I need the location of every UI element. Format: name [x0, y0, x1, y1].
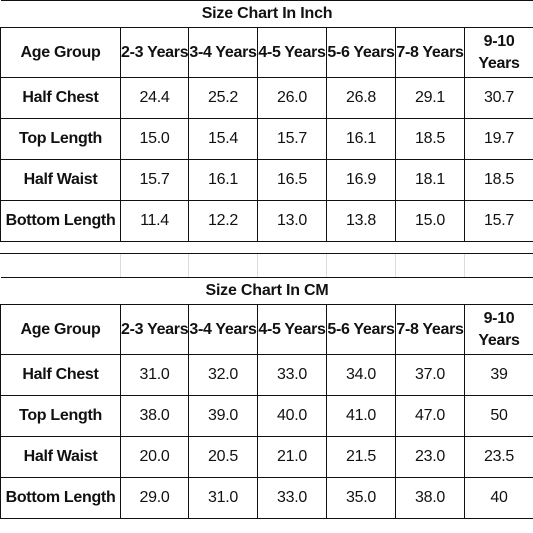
- header-age-group: Age Group: [0, 27, 121, 78]
- size-value-cell: 20.5: [188, 436, 258, 478]
- size-value-cell: 33.0: [257, 477, 327, 519]
- table-title: Size Chart In Inch: [0, 0, 533, 28]
- size-value-cell: 35.0: [326, 477, 396, 519]
- table-separator: [0, 253, 533, 278]
- table-row: Half Waist 15.7 16.1 16.5 16.9 18.1 18.5: [0, 159, 533, 201]
- table-row: Half Chest 31.0 32.0 33.0 34.0 37.0 39: [0, 354, 533, 396]
- column-header: 5-6 Years: [326, 27, 396, 78]
- size-value-cell: 20.0: [120, 436, 189, 478]
- row-label: Bottom Length: [0, 477, 121, 519]
- size-value-cell: 29.0: [120, 477, 189, 519]
- table-title: Size Chart In CM: [0, 277, 533, 305]
- size-value-cell: 29.1: [395, 77, 465, 119]
- size-value-cell: 33.0: [257, 354, 327, 396]
- size-value-cell: 15.0: [395, 200, 465, 242]
- column-header: 3-4 Years: [188, 27, 258, 78]
- size-value-cell: 47.0: [395, 395, 465, 437]
- table-row: Half Chest 24.4 25.2 26.0 26.8 29.1 30.7: [0, 77, 533, 119]
- title-row: Size Chart In CM: [0, 277, 533, 305]
- column-header: 4-5 Years: [257, 304, 327, 355]
- size-value-cell: 41.0: [326, 395, 396, 437]
- size-value-cell: 37.0: [395, 354, 465, 396]
- row-label: Top Length: [0, 395, 121, 437]
- size-value-cell: 31.0: [188, 477, 258, 519]
- size-value-cell: 13.0: [257, 200, 327, 242]
- size-value-cell: 15.0: [120, 118, 189, 160]
- size-value-cell: 26.8: [326, 77, 396, 119]
- column-header: 5-6 Years: [326, 304, 396, 355]
- size-value-cell: 21.0: [257, 436, 327, 478]
- size-value-cell: 30.7: [463, 77, 533, 119]
- size-value-cell: 18.1: [395, 159, 465, 201]
- size-value-cell: 16.9: [326, 159, 396, 201]
- size-value-cell: 15.4: [188, 118, 258, 160]
- column-header: 3-4 Years: [188, 304, 258, 355]
- size-value-cell: 16.5: [257, 159, 327, 201]
- size-value-cell: 39.0: [188, 395, 258, 437]
- column-header: 7-8 Years: [395, 27, 465, 78]
- size-value-cell: 24.4: [120, 77, 189, 119]
- size-value-cell: 18.5: [395, 118, 465, 160]
- table-row: Top Length 15.0 15.4 15.7 16.1 18.5 19.7: [0, 118, 533, 160]
- size-value-cell: 34.0: [326, 354, 396, 396]
- size-value-cell: 15.7: [120, 159, 189, 201]
- size-value-cell: 12.2: [188, 200, 258, 242]
- size-value-cell: 31.0: [120, 354, 189, 396]
- table-row: Bottom Length 11.4 12.2 13.0 13.8 15.0 15.7: [0, 200, 533, 242]
- title-row: Size Chart In Inch: [0, 0, 533, 28]
- column-header: 2-3 Years: [120, 304, 189, 355]
- size-chart-cm-table: Size Chart In CM Age Group 2-3 Years 3-4 Ye…: [0, 277, 533, 519]
- column-header: 9-10 Years: [463, 27, 533, 78]
- size-value-cell: 18.5: [463, 159, 533, 201]
- header-row: Age Group 2-3 Years 3-4 Years 4-5 Years 5-6 …: [0, 27, 533, 78]
- size-value-cell: 26.0: [257, 77, 327, 119]
- size-value-cell: 16.1: [188, 159, 258, 201]
- size-chart-inch-table: Size Chart In Inch Age Group 2-3 Years 3-4 …: [0, 0, 533, 242]
- size-value-cell: 11.4: [120, 200, 189, 242]
- size-value-cell: 40.0: [257, 395, 327, 437]
- table-row: Half Waist 20.0 20.5 21.0 21.5 23.0 23.5: [0, 436, 533, 478]
- header-row: Age Group 2-3 Years 3-4 Years 4-5 Years 5-6 …: [0, 304, 533, 355]
- row-label: Half Chest: [0, 77, 121, 119]
- size-value-cell: 40: [464, 477, 533, 519]
- size-value-cell: 15.7: [463, 200, 533, 242]
- size-value-cell: 38.0: [395, 477, 465, 519]
- size-value-cell: 19.7: [463, 118, 533, 160]
- row-label: Half Chest: [0, 354, 121, 396]
- row-label: Half Waist: [0, 436, 121, 478]
- column-header: 4-5 Years: [257, 27, 327, 78]
- size-value-cell: 13.8: [326, 200, 396, 242]
- size-value-cell: 38.0: [120, 395, 189, 437]
- size-value-cell: 21.5: [326, 436, 396, 478]
- column-header: 2-3 Years: [120, 27, 189, 78]
- column-header-text: 9-10 Years: [478, 309, 520, 349]
- size-value-cell: 16.1: [326, 118, 396, 160]
- column-header-text: 9-10 Years: [478, 32, 520, 72]
- size-value-cell: 50: [464, 395, 533, 437]
- table-row: Bottom Length 29.0 31.0 33.0 35.0 38.0 40: [0, 477, 533, 519]
- table-row: Top Length 38.0 39.0 40.0 41.0 47.0 50: [0, 395, 533, 437]
- header-age-group: Age Group: [0, 304, 121, 355]
- column-header: 9-10 Years: [464, 304, 533, 355]
- size-value-cell: 15.7: [257, 118, 327, 160]
- row-label: Top Length: [0, 118, 121, 160]
- row-label: Bottom Length: [0, 200, 121, 242]
- size-value-cell: 32.0: [188, 354, 258, 396]
- size-value-cell: 23.5: [464, 436, 533, 478]
- size-value-cell: 25.2: [188, 77, 258, 119]
- column-header: 7-8 Years: [395, 304, 465, 355]
- row-label: Half Waist: [0, 159, 121, 201]
- size-value-cell: 23.0: [395, 436, 465, 478]
- size-value-cell: 39: [464, 354, 533, 396]
